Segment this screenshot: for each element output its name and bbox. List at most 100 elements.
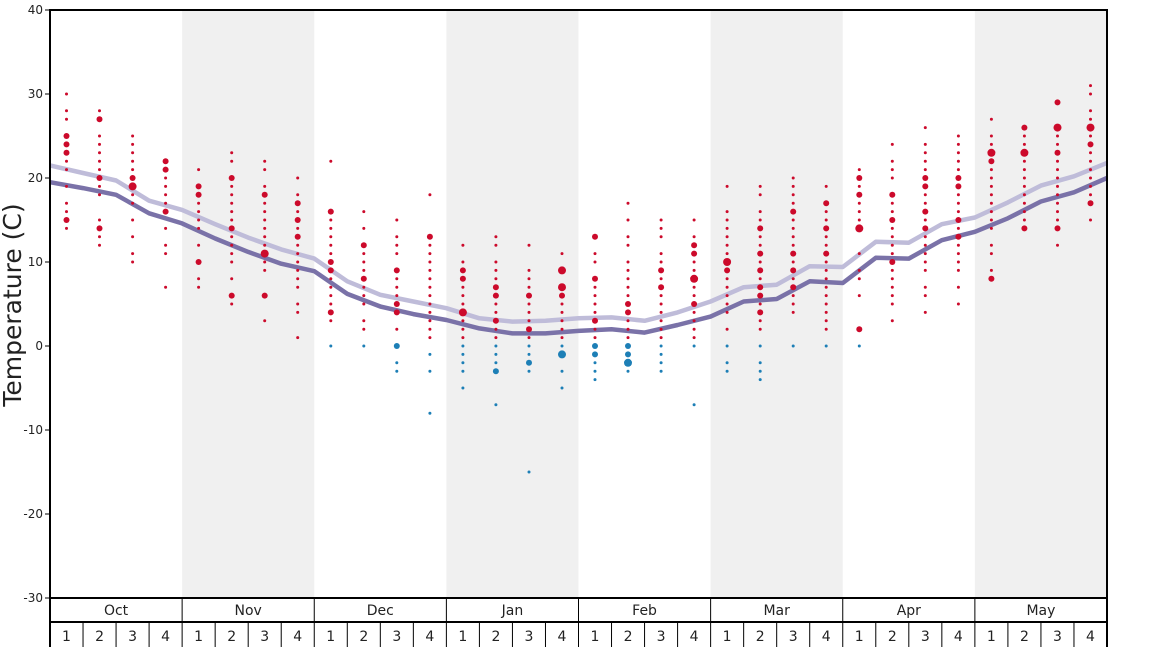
cold-point: [560, 369, 564, 373]
warm-point: [890, 176, 894, 180]
warm-point: [890, 142, 894, 146]
warm-point: [65, 159, 68, 163]
warm-point: [560, 327, 564, 331]
warm-point: [230, 277, 234, 281]
warm-point: [658, 267, 665, 274]
warm-point: [1022, 201, 1026, 205]
warm-point: [228, 292, 235, 299]
warm-point: [428, 252, 432, 256]
cold-point: [527, 369, 531, 373]
warm-point: [195, 191, 202, 198]
warm-point: [692, 260, 696, 264]
warm-point: [527, 319, 531, 323]
y-tick-label: -10: [23, 423, 43, 437]
warm-point: [626, 243, 630, 247]
warm-point: [923, 285, 927, 289]
warm-point: [659, 327, 663, 331]
week-label: 4: [822, 629, 831, 645]
y-tick-label: -20: [23, 507, 43, 521]
warm-point: [260, 249, 269, 258]
warm-point: [362, 210, 366, 214]
cold-point: [526, 359, 532, 366]
warm-point: [329, 302, 333, 306]
week-label: 1: [855, 629, 864, 645]
warm-point: [329, 277, 333, 281]
cold-point: [494, 352, 498, 356]
warm-point: [459, 275, 466, 282]
warm-point: [395, 285, 399, 289]
cold-point: [461, 352, 465, 356]
week-label: 2: [359, 629, 368, 645]
warm-point: [890, 319, 894, 323]
warm-point: [131, 193, 135, 197]
warm-point: [65, 168, 68, 172]
warm-point: [692, 336, 696, 340]
warm-point: [63, 149, 70, 156]
warm-point: [65, 201, 68, 205]
warm-point: [890, 277, 894, 281]
cold-point: [428, 411, 432, 415]
warm-point: [98, 159, 101, 163]
week-label: 2: [95, 629, 104, 645]
cold-point: [494, 361, 498, 365]
warm-point: [922, 183, 929, 190]
warm-point: [857, 277, 861, 281]
warm-point: [790, 250, 797, 257]
warm-point: [230, 210, 234, 214]
warm-point: [1089, 109, 1092, 113]
warm-point: [791, 184, 795, 188]
warm-point: [329, 235, 333, 239]
warm-point: [923, 252, 927, 256]
warm-point: [360, 275, 367, 282]
warm-point: [428, 243, 432, 247]
warm-point: [426, 233, 433, 240]
warm-point: [296, 336, 300, 340]
warm-point: [692, 327, 696, 331]
warm-point: [98, 168, 101, 172]
warm-point: [989, 184, 993, 188]
warm-point: [923, 193, 927, 197]
month-label-oct: Oct: [104, 603, 129, 619]
warm-point: [824, 294, 828, 298]
warm-point: [922, 208, 929, 215]
warm-point: [197, 218, 201, 222]
cold-point: [395, 361, 399, 365]
warm-point: [1087, 200, 1094, 207]
y-tick-label: 10: [28, 255, 43, 269]
warm-point: [1056, 193, 1059, 197]
warm-point: [131, 159, 135, 163]
warm-point: [592, 317, 598, 324]
warm-point: [263, 235, 267, 239]
warm-point: [791, 243, 795, 247]
warm-point: [526, 326, 532, 333]
warm-point: [725, 252, 729, 256]
warm-point: [296, 268, 300, 272]
warm-point: [492, 292, 499, 299]
warm-point: [164, 201, 168, 205]
month-shading-bands: [182, 10, 1107, 598]
warm-point: [263, 243, 267, 247]
warm-point: [230, 218, 234, 222]
month-band-jan: [446, 10, 579, 598]
warm-point: [395, 294, 399, 298]
warm-point: [362, 260, 366, 264]
warm-point: [692, 235, 696, 239]
warm-point: [164, 226, 168, 230]
cold-point: [593, 378, 597, 382]
week-label: 4: [690, 629, 699, 645]
warm-point: [263, 319, 267, 323]
warm-point: [955, 175, 962, 181]
cold-point: [592, 351, 598, 358]
warm-point: [263, 210, 267, 214]
warm-point: [527, 268, 531, 272]
warm-point: [824, 235, 828, 239]
warm-point: [131, 252, 135, 256]
warm-point: [560, 319, 564, 323]
warm-point: [659, 226, 663, 230]
cold-point: [428, 352, 432, 356]
warm-point: [824, 218, 828, 222]
warm-point: [461, 302, 465, 306]
warm-point: [987, 148, 996, 157]
warm-point: [494, 243, 498, 247]
warm-point: [230, 252, 234, 256]
